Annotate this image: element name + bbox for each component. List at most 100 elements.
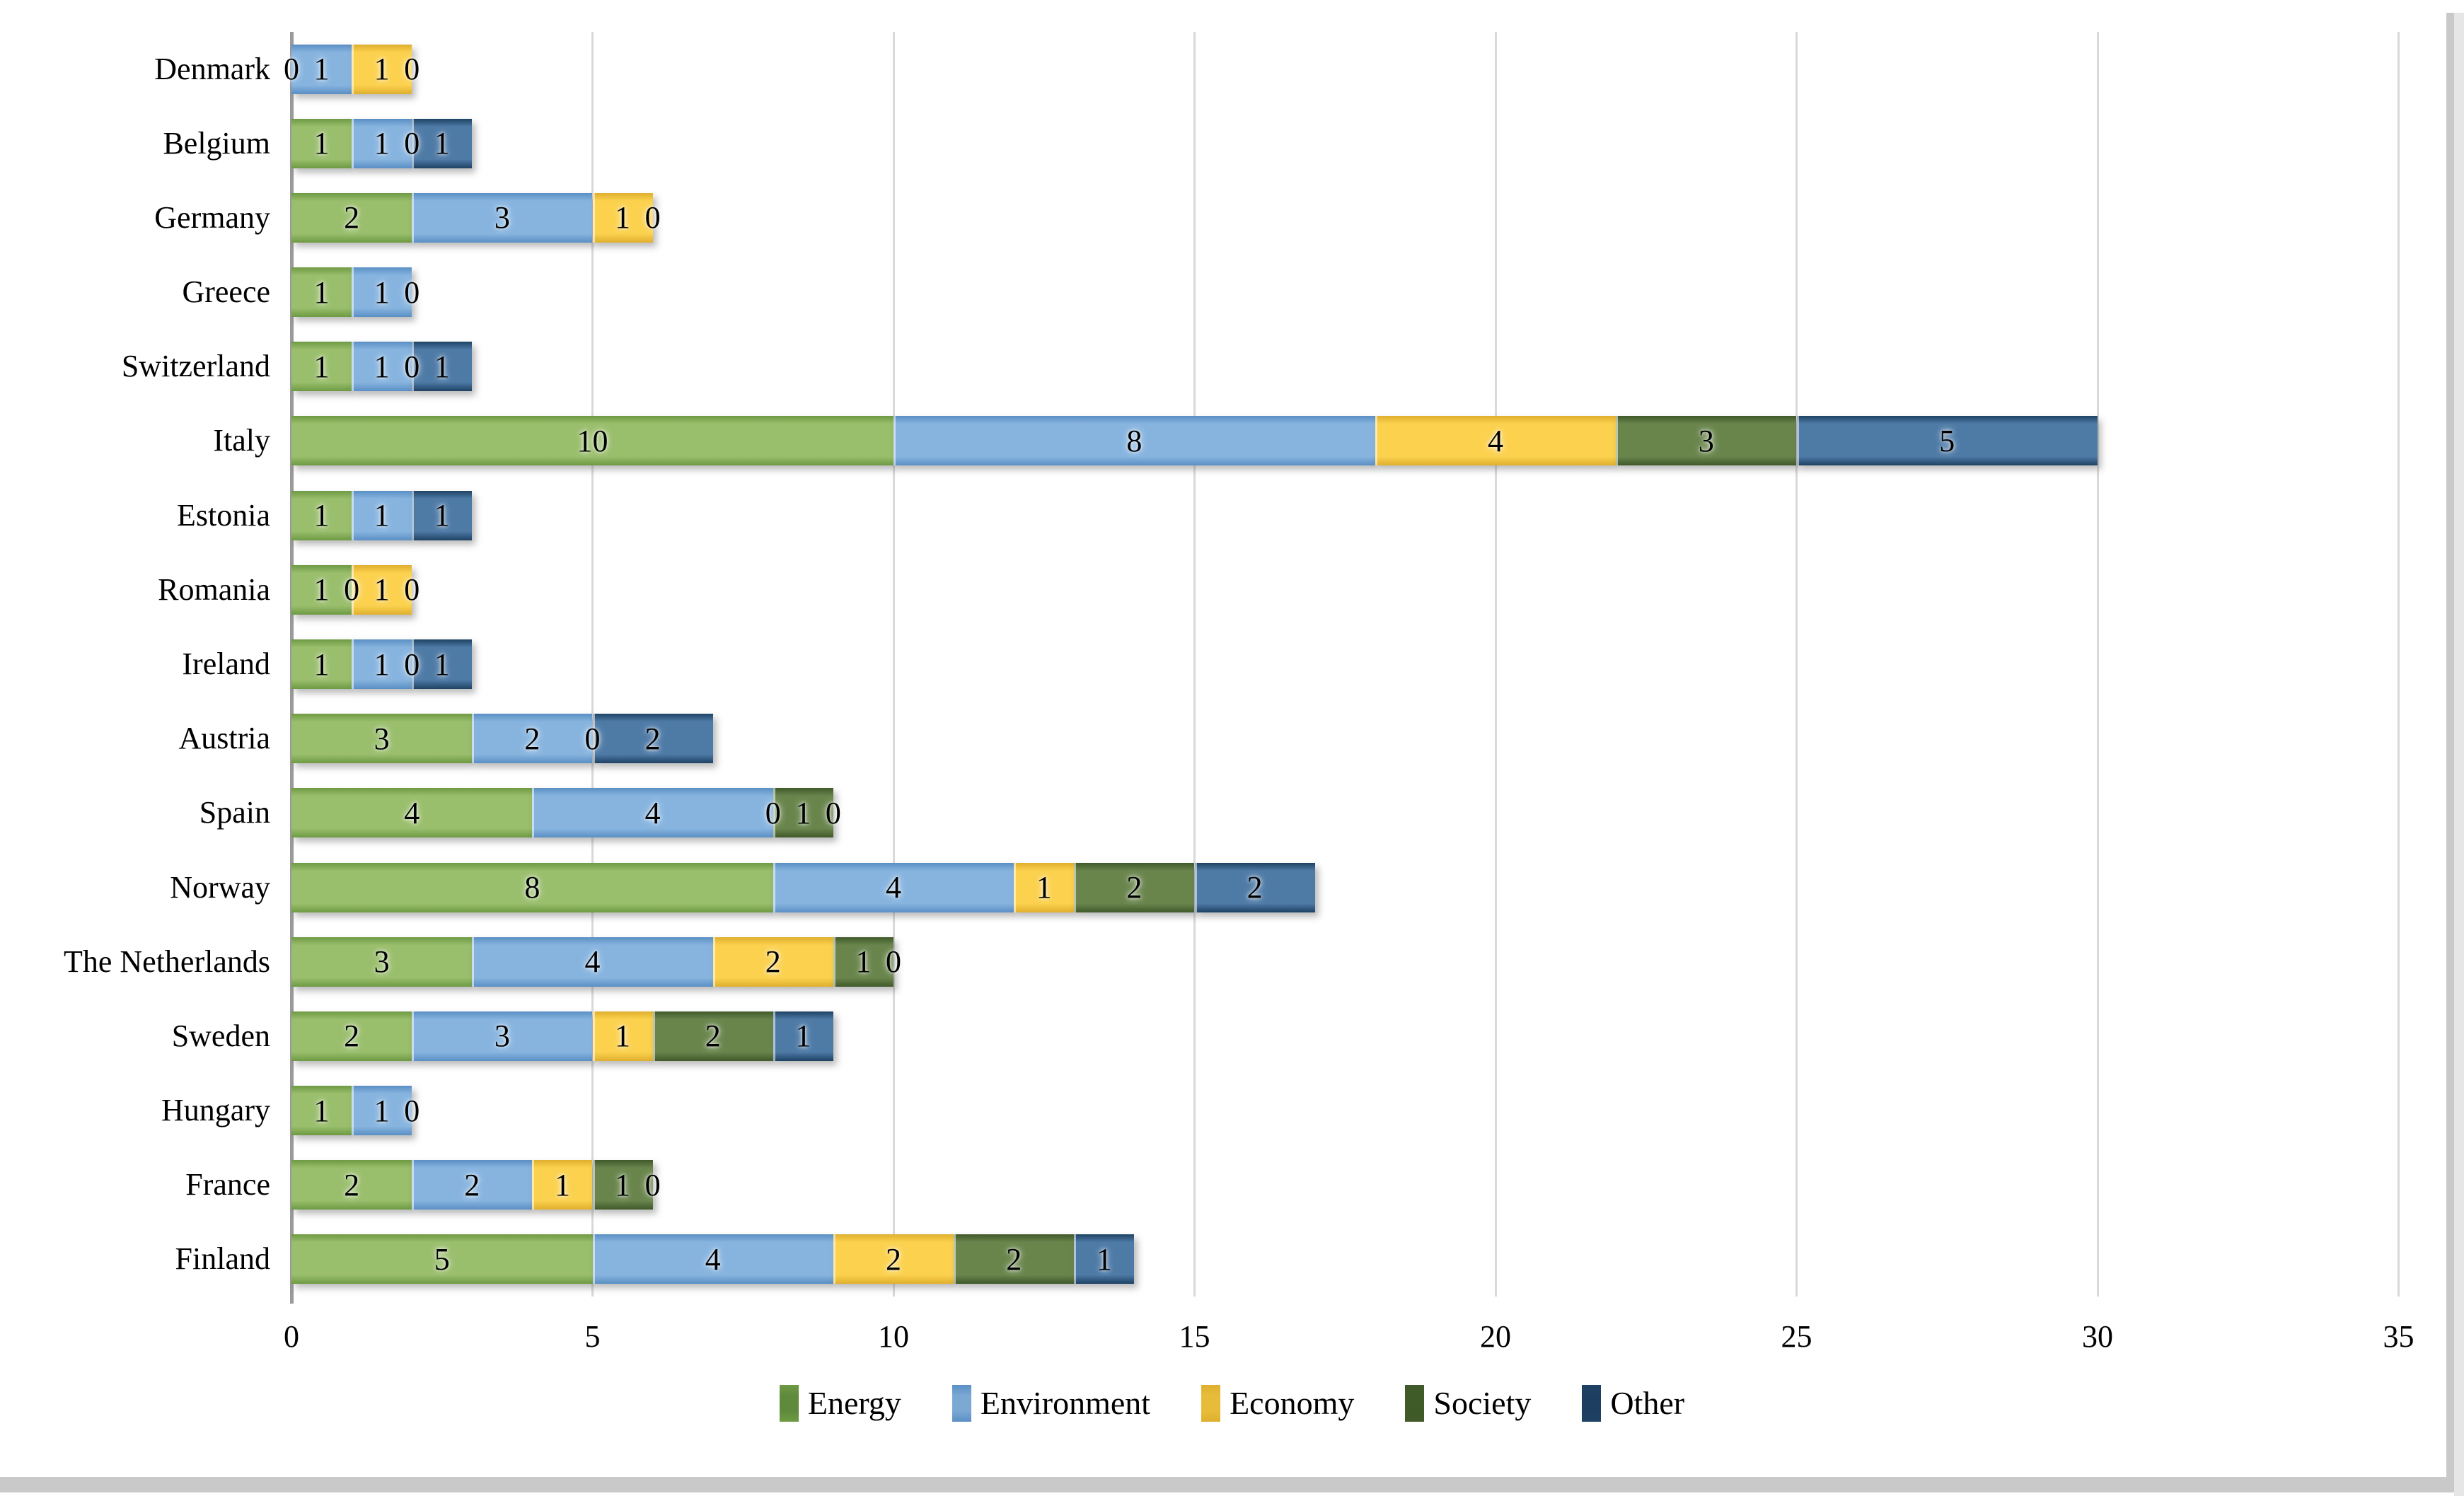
bar-segment-economy: [712, 937, 833, 987]
bar-value-label: 0: [584, 721, 601, 756]
bar-value-label: 1: [1036, 870, 1052, 905]
x-tick-label: 35: [2383, 1319, 2414, 1354]
bar-value-label: 0: [765, 795, 781, 830]
legend-item-other: Other: [1582, 1385, 1684, 1422]
category-label: France: [185, 1167, 270, 1202]
window-bottom-edge: [0, 1477, 2454, 1492]
bar-value-label: 1: [313, 572, 330, 608]
bar-segment-environment: [412, 1011, 593, 1061]
legend-item-society: Society: [1405, 1385, 1531, 1422]
bar-segment-other: [412, 639, 473, 689]
bar-segment-energy: [291, 192, 412, 243]
window-right-edge-highlight: [2454, 13, 2464, 1496]
bar-segment-other: [592, 714, 713, 764]
legend-swatch-energy-icon: [779, 1385, 799, 1422]
bar-value-label: 8: [1126, 423, 1143, 458]
bar-value-label: 2: [524, 721, 540, 756]
bar-segment-energy: [291, 862, 773, 912]
legend-swatch-economy-icon: [1201, 1385, 1221, 1422]
bar-segment-energy: [291, 1086, 352, 1136]
legend-label: Economy: [1230, 1385, 1355, 1421]
bar-value-label: 2: [1126, 870, 1143, 905]
legend-item-economy: Economy: [1201, 1385, 1354, 1422]
bar-segment-other: [412, 490, 473, 540]
category-label: Belgium: [163, 125, 270, 161]
bar-value-label: 4: [644, 795, 661, 830]
legend-swatch-other-icon: [1582, 1385, 1602, 1422]
category-label: Norway: [170, 869, 270, 905]
bar-value-label: 2: [464, 1167, 480, 1202]
bar-value-label: 1: [374, 126, 390, 161]
category-label: Greece: [182, 274, 270, 310]
bar-value-label: 4: [404, 795, 420, 830]
bar-value-label: 1: [615, 1019, 631, 1054]
bar-value-label: 1: [313, 274, 330, 310]
bar-value-label: 2: [344, 1019, 360, 1054]
bar-segment-environment: [773, 862, 1014, 912]
bar-value-label: 1: [374, 52, 390, 87]
gridline: [2398, 32, 2400, 1297]
x-tick-label: 20: [1480, 1319, 1511, 1354]
bar-value-label: 1: [374, 646, 390, 682]
category-label: Hungary: [161, 1093, 270, 1128]
bar-value-label: 5: [1939, 423, 1955, 458]
bar-segment-other: [1194, 862, 1315, 912]
legend-swatch-society-icon: [1405, 1385, 1425, 1422]
bar-segment-energy: [291, 118, 352, 168]
bar-segment-environment: [592, 1234, 833, 1285]
bar-segment-environment: [472, 937, 713, 987]
bar-value-label: 3: [1698, 423, 1714, 458]
gridline: [2096, 32, 2099, 1297]
category-label: Ireland: [182, 646, 270, 681]
category-label: Romania: [158, 572, 270, 607]
bar-segment-environment: [352, 342, 412, 392]
bar-value-label: 2: [644, 721, 661, 756]
bar-value-label: 1: [615, 1167, 631, 1202]
bar-segment-energy: [291, 490, 352, 540]
legend-label: Society: [1433, 1385, 1532, 1421]
bar-value-label: 4: [1488, 423, 1503, 458]
window-right-edge: [2446, 13, 2454, 1492]
bar-segment-other: [412, 118, 473, 168]
bar-segment-energy: [291, 1011, 412, 1061]
bar-segment-energy: [291, 937, 473, 987]
bar-segment-environment: [893, 416, 1375, 466]
bar-segment-energy: [291, 714, 473, 764]
bar-value-label: 0: [404, 349, 420, 384]
legend-label: Environment: [980, 1385, 1151, 1421]
category-label: Finland: [175, 1241, 270, 1277]
category-label: Switzerland: [121, 349, 270, 384]
bar-value-label: 0: [344, 572, 360, 608]
bar-value-label: 2: [1247, 870, 1263, 905]
bar-value-label: 2: [886, 1241, 901, 1277]
bar-segment-energy: [291, 416, 893, 466]
bar-value-label: 1: [615, 200, 631, 236]
bar-value-label: 1: [313, 126, 330, 161]
bar-value-label: 10: [577, 423, 608, 458]
bar-segment-society: [1074, 862, 1195, 912]
legend-swatch-environment-icon: [952, 1385, 971, 1422]
category-label: Sweden: [171, 1018, 270, 1053]
bar-value-label: 3: [494, 200, 510, 236]
bar-value-label: 1: [313, 349, 330, 384]
bar-segment-other: [412, 342, 473, 392]
bar-segment-environment: [352, 490, 412, 540]
category-label: Austria: [178, 721, 270, 756]
x-tick-label: 10: [878, 1319, 909, 1354]
bar-segment-energy: [291, 639, 352, 689]
x-tick-label: 15: [1179, 1319, 1210, 1354]
bar-value-label: 2: [705, 1019, 721, 1054]
bar-value-label: 0: [644, 1167, 661, 1202]
bar-value-label: 8: [524, 870, 540, 905]
bar-value-label: 1: [374, 498, 390, 533]
bar-value-label: 1: [313, 52, 330, 87]
bar-value-label: 1: [434, 498, 450, 533]
bar-segment-environment: [352, 1086, 412, 1136]
x-tick-label: 25: [1781, 1319, 1812, 1354]
legend-item-environment: Environment: [952, 1385, 1150, 1422]
bar-value-label: 1: [795, 795, 811, 830]
bar-value-label: 1: [795, 1019, 811, 1054]
bar-value-label: 1: [434, 126, 450, 161]
bar-segment-society: [1616, 416, 1797, 466]
